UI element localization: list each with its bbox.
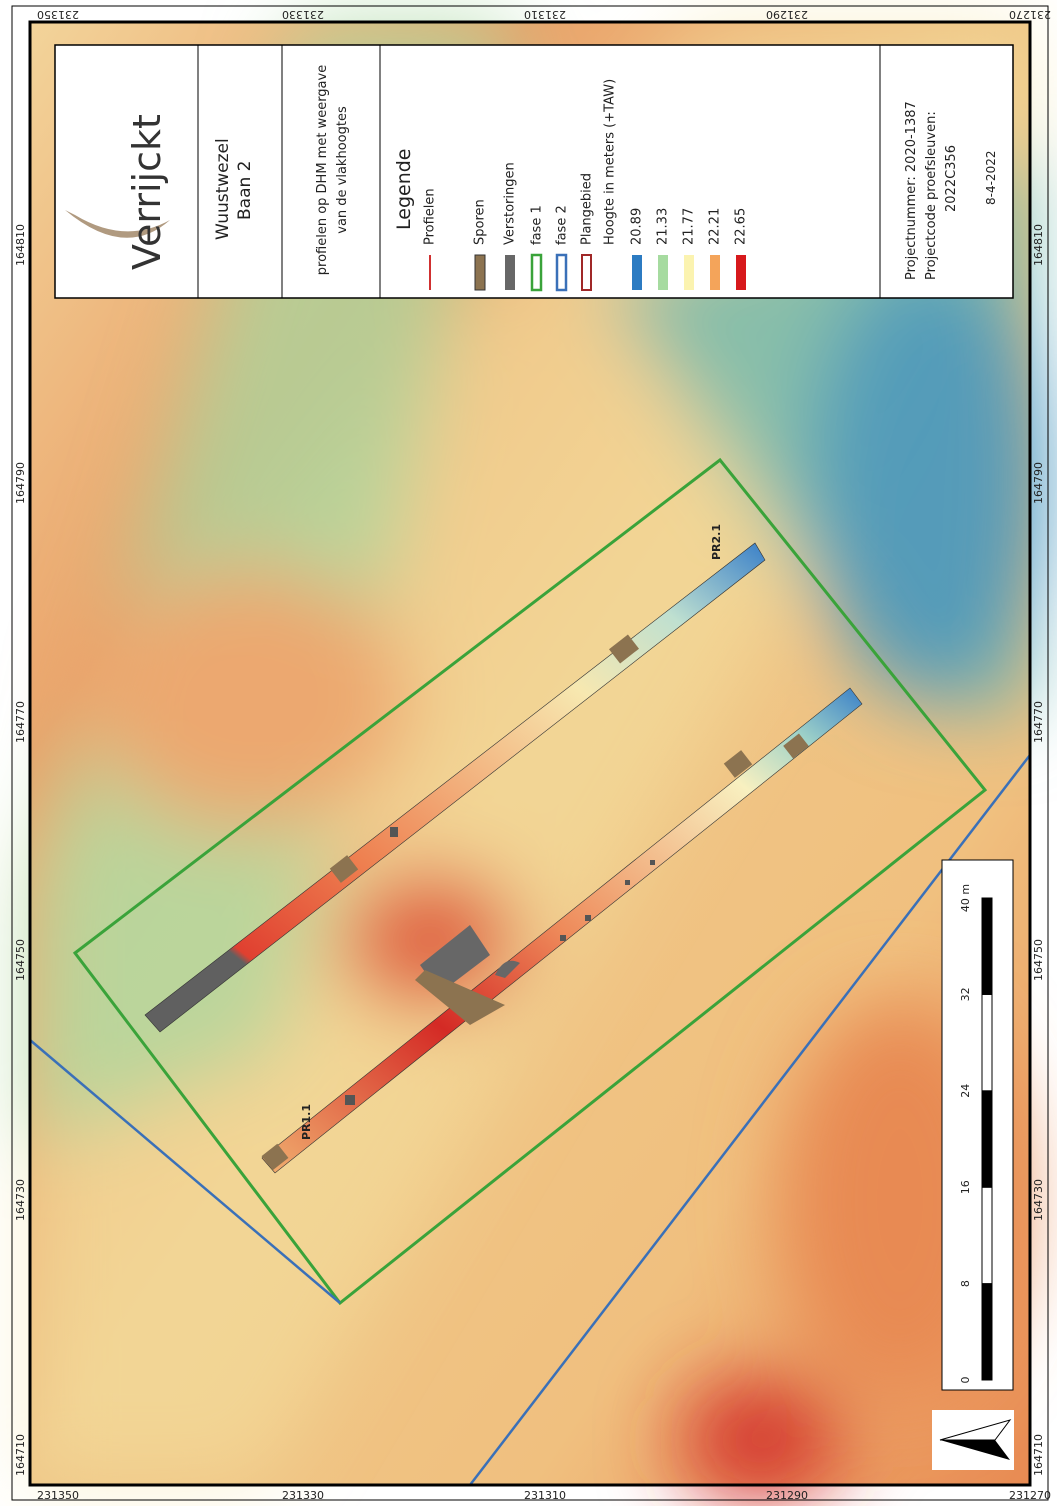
coord-label: 164750 [14, 939, 27, 981]
coord-label: 231290 [766, 8, 808, 21]
coord-label: 231330 [282, 8, 324, 21]
project-code: Projectcode proefsleuven: [924, 111, 939, 280]
legend-swatch [684, 255, 694, 290]
coord-label: 231270 [1009, 1489, 1051, 1502]
coord-label: 164790 [14, 462, 27, 504]
legend-swatch [505, 255, 515, 290]
trenches [144, 542, 863, 1174]
coord-label: 164750 [1032, 939, 1045, 981]
coord-label: 164710 [1032, 1434, 1045, 1476]
coord-label: 164730 [14, 1179, 27, 1221]
legend-swatch [555, 253, 568, 292]
coord-label: 231350 [37, 8, 79, 21]
legend-swatch [581, 254, 592, 291]
legend-label: 21.33 [656, 208, 671, 245]
coord-label: 231350 [37, 1489, 79, 1502]
scale-segment [981, 1283, 993, 1381]
coord-label: 164730 [1032, 1179, 1045, 1221]
scale-label: 0 [959, 1377, 972, 1384]
scale-label: 40 m [959, 884, 972, 912]
profile-label: PR1.1 [300, 1104, 313, 1140]
legend-swatch [530, 253, 543, 292]
legend-swatch [710, 255, 720, 290]
scale-label: 16 [959, 1180, 972, 1194]
legend-label: Plangebied [580, 173, 595, 245]
legend-label: fase 1 [530, 205, 545, 245]
phase-2-line [29, 1039, 341, 1304]
trench: Baan 2 [235, 161, 255, 221]
coord-label: 164770 [14, 701, 27, 743]
project-code: 2022C356 [944, 145, 959, 212]
legend-label: 20.89 [630, 208, 645, 245]
scale-bar: 0 8 16 24 32 40 m [941, 859, 1014, 1391]
site: Wuustwezel [213, 138, 233, 240]
date: 8-4-2022 [984, 151, 998, 205]
profile-label: PR2.1 [710, 524, 723, 560]
logo: Verrijckt [125, 114, 169, 270]
coord-label: 164810 [1032, 224, 1045, 266]
outer-frame [11, 5, 1049, 1501]
title-block: Verrijckt Wuustwezel Baan 2 profielen op… [54, 44, 1014, 299]
scale-label: 8 [959, 1280, 972, 1287]
coord-label: 231310 [524, 8, 566, 21]
coord-label: 231330 [282, 1489, 324, 1502]
legend-label: Sporen [473, 199, 488, 245]
legend-swatch [474, 254, 486, 291]
legend-label: fase 2 [555, 205, 570, 245]
plan-area [72, 457, 988, 1306]
description: van de vlakhoogtes [335, 106, 350, 234]
description: profielen op DHM met weergave [315, 65, 330, 275]
coord-label: 231310 [524, 1489, 566, 1502]
scale-label: 32 [959, 987, 972, 1001]
coord-label: 231270 [1009, 8, 1051, 21]
coord-label: 164810 [14, 224, 27, 266]
scale-label: 24 [959, 1084, 972, 1098]
coord-label: 164770 [1032, 701, 1045, 743]
legend-swatch [658, 255, 668, 290]
coord-label: 231290 [766, 1489, 808, 1502]
coord-label: 164710 [14, 1434, 27, 1476]
project-number: Projectnummer: 2020-1387 [904, 101, 919, 280]
scale-segment [981, 993, 993, 1092]
legend-label: Profielen [423, 188, 438, 245]
phase-2-line [469, 754, 1031, 1486]
legend-label: 21.77 [682, 208, 697, 245]
coord-label: 164790 [1032, 462, 1045, 504]
north-arrow [932, 1410, 1014, 1470]
legend-swatch [736, 255, 746, 290]
legend-swatch [632, 255, 642, 290]
scale-segment [981, 1186, 993, 1285]
legend-label: 22.65 [734, 208, 749, 245]
legend-label: 22.21 [708, 208, 723, 245]
legend-label: Hoogte in meters (+TAW) [603, 79, 618, 245]
legend-title: Legende [393, 149, 415, 230]
scale-segment [981, 897, 993, 995]
legend-label: Verstoringen [503, 162, 518, 245]
scale-segment [981, 1090, 993, 1188]
map-frame [28, 20, 1032, 1487]
